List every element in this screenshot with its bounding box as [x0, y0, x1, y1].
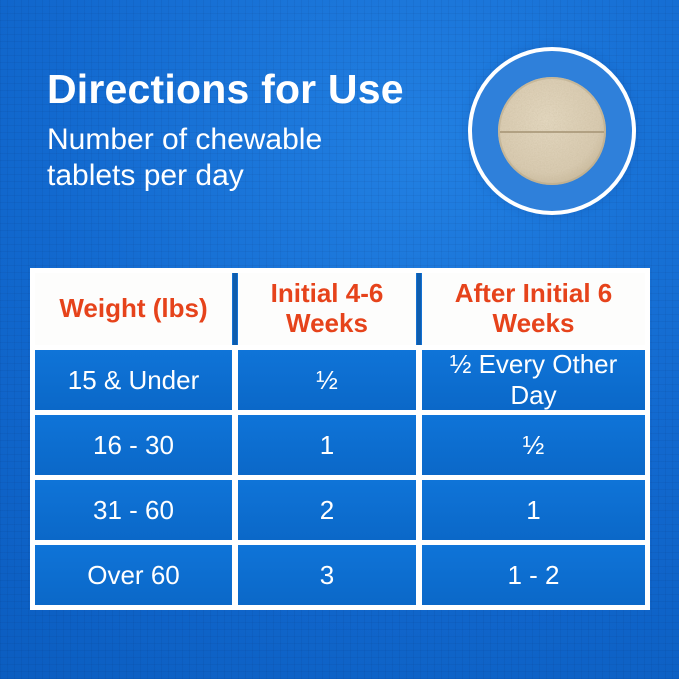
cell-maintenance-dose: 1 - 2: [422, 545, 645, 605]
column-header-weight: Weight (lbs): [35, 273, 232, 345]
table-row: Over 60 3 1 - 2: [35, 545, 645, 605]
table-row: 31 - 60 2 1: [35, 480, 645, 540]
cell-weight-range: 15 & Under: [35, 350, 232, 410]
column-header-after-initial: After Initial 6 Weeks: [422, 273, 645, 345]
table-header-row: Weight (lbs) Initial 4-6 Weeks After Ini…: [35, 273, 645, 345]
cell-maintenance-dose: ½ Every Other Day: [422, 349, 645, 410]
page-title: Directions for Use: [47, 66, 404, 112]
cell-weight-range: 16 - 30: [35, 415, 232, 475]
cell-initial-dose: 3: [238, 545, 416, 605]
table-row: 16 - 30 1 ½: [35, 415, 645, 475]
tablet-photo-ring: [468, 47, 636, 215]
chewable-tablet-icon: [498, 77, 606, 185]
cell-weight-range: 31 - 60: [35, 480, 232, 540]
cell-initial-dose: 2: [238, 480, 416, 540]
dosage-table: Weight (lbs) Initial 4-6 Weeks After Ini…: [30, 268, 650, 610]
cell-maintenance-dose: 1: [422, 480, 645, 540]
table-row: 15 & Under ½ ½ Every Other Day: [35, 349, 645, 410]
cell-initial-dose: ½: [238, 350, 416, 410]
page-subtitle: Number of chewable tablets per day: [47, 123, 323, 192]
column-header-initial-weeks: Initial 4-6 Weeks: [238, 273, 416, 345]
cell-weight-range: Over 60: [35, 545, 232, 605]
cell-initial-dose: 1: [238, 415, 416, 475]
cell-maintenance-dose: ½: [422, 415, 645, 475]
